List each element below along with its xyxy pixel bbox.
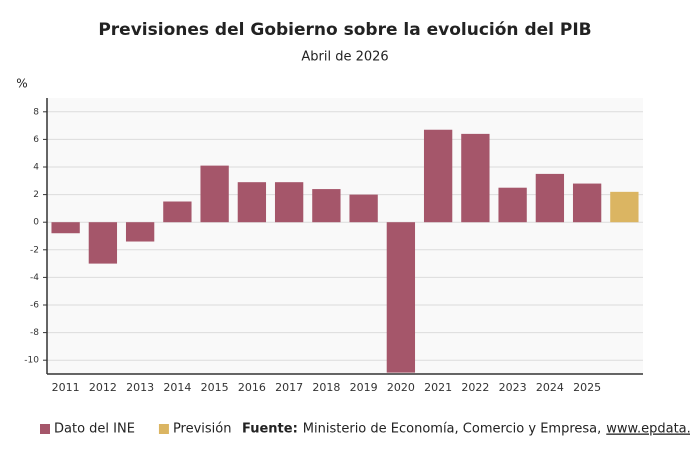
x-tick-label: 2025 — [573, 381, 601, 394]
bar — [274, 182, 304, 223]
bar — [572, 183, 602, 223]
y-tick-label: -4 — [30, 273, 39, 283]
bar — [312, 189, 341, 223]
y-tick-label: 8 — [33, 107, 39, 117]
chart-subtitle: Abril de 2026 — [301, 50, 388, 65]
chart-title: Previsiones del Gobierno sobre la evoluc… — [98, 20, 591, 40]
y-tick-label: 6 — [33, 135, 39, 145]
x-tick-label: 2021 — [424, 381, 452, 394]
bar — [125, 222, 155, 242]
y-tick-label: -6 — [30, 301, 39, 311]
legend-swatch — [40, 424, 50, 434]
legend-label: Dato del INE — [54, 422, 135, 437]
bar — [200, 165, 229, 223]
y-tick-label: 2 — [33, 190, 39, 200]
x-tick-label: 2024 — [536, 381, 564, 394]
source-link[interactable]: www.epdata.es — [606, 422, 690, 437]
bar — [498, 187, 527, 223]
bar — [535, 173, 565, 223]
bar — [163, 201, 192, 223]
y-tick-label: -8 — [30, 328, 39, 338]
x-tick-label: 2015 — [201, 381, 229, 394]
bar — [610, 191, 639, 223]
legend-swatch — [158, 424, 169, 434]
x-tick-label: 2023 — [499, 381, 527, 394]
x-tick-label: 2011 — [52, 381, 80, 394]
legend: Dato del INE Previsión — [40, 422, 232, 437]
bar — [51, 222, 80, 234]
y-axis-label: % — [16, 77, 27, 91]
x-tick-label: 2016 — [238, 381, 266, 394]
x-tick-label: 2014 — [163, 381, 191, 394]
y-tick-label: 4 — [33, 163, 39, 173]
bar — [88, 222, 118, 264]
bar — [461, 133, 490, 223]
bar — [237, 182, 267, 223]
y-tick-label: -10 — [24, 356, 39, 366]
x-tick-label: 2017 — [275, 381, 303, 394]
x-tick-label: 2019 — [350, 381, 378, 394]
y-tick-label: 0 — [33, 218, 39, 228]
legend-label: Previsión — [173, 422, 232, 437]
bar — [423, 129, 453, 223]
source-label: Fuente: — [242, 422, 298, 437]
x-tick-label: 2022 — [461, 381, 489, 394]
bar — [349, 194, 378, 223]
bar — [386, 222, 416, 373]
x-tick-label: 2013 — [126, 381, 154, 394]
source-text: Ministerio de Economía, Comercio y Empre… — [303, 422, 601, 437]
y-tick-label: -2 — [30, 245, 39, 255]
x-tick-label: 2020 — [387, 381, 415, 394]
x-tick-label: 2018 — [312, 381, 340, 394]
x-tick-label: 2012 — [89, 381, 117, 394]
